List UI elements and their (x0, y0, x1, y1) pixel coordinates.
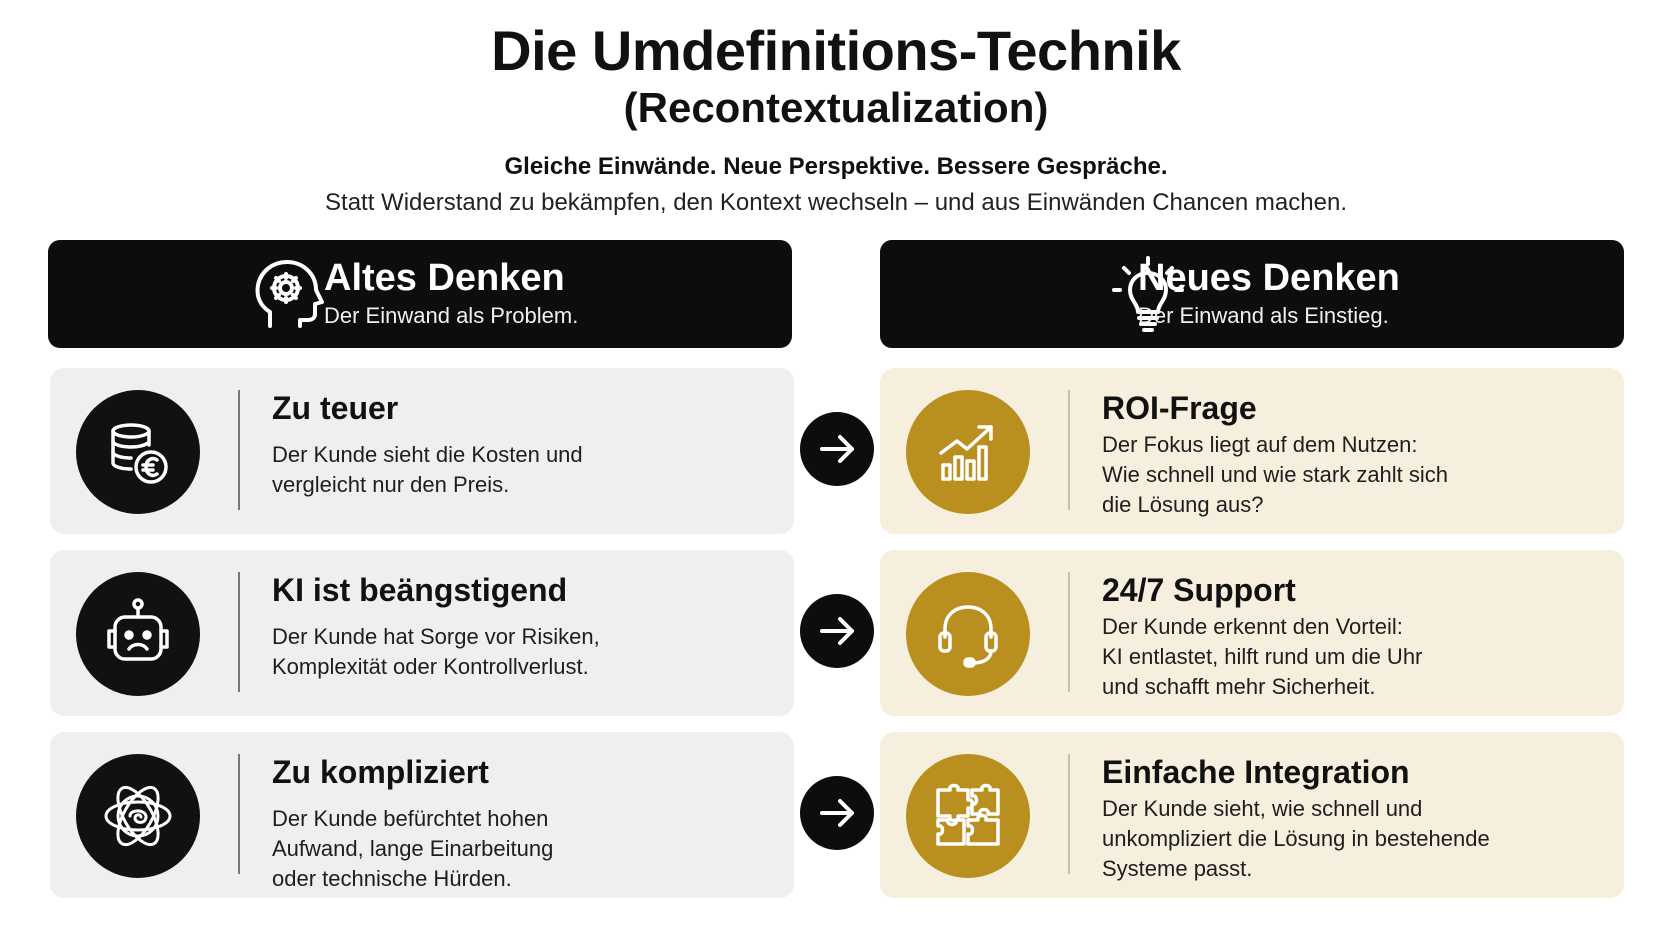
head-gear-icon (255, 260, 324, 328)
page-subtitle: (Recontextualization) (623, 84, 1049, 131)
old-card-ai-scary: KI ist beängstigend Der Kunde hat Sorge … (50, 550, 794, 716)
old-thinking-header: Altes Denken Der Einwand als Problem. (48, 240, 792, 348)
page-title: Die Umdefinitions-Technik (491, 19, 1181, 82)
growth-chart-icon (939, 425, 993, 481)
puzzle-icon (936, 783, 1000, 846)
card-description: Der Kunde sieht, wie schnell und unkompl… (1102, 796, 1490, 881)
card-description: Der Kunde sieht die Kosten und vergleich… (272, 442, 583, 497)
card-description: Der Kunde hat Sorge vor Risiken, Komplex… (272, 624, 600, 679)
new-card-integration: Einfache Integration Der Kunde sieht, wi… (880, 732, 1624, 898)
card-title: Einfache Integration (1102, 754, 1410, 790)
card-title: Zu kompliziert (272, 754, 489, 790)
old-card-complicated: Zu kompliziert Der Kunde befürchtet hohe… (50, 732, 794, 898)
tangle-icon (104, 785, 172, 847)
card-title: Zu teuer (272, 390, 399, 426)
new-thinking-title: Neues Denken (1138, 257, 1400, 299)
tagline: Gleiche Einwände. Neue Perspektive. Bess… (504, 153, 1168, 180)
new-thinking-header: Neues Denken Der Einwand als Einstieg. (880, 240, 1624, 348)
lead-text: Statt Widerstand zu bekämpfen, den Konte… (325, 189, 1347, 216)
card-description: Der Fokus liegt auf dem Nutzen: Wie schn… (1102, 432, 1449, 517)
card-title: KI ist beängstigend (272, 572, 568, 608)
arrow-right-icon (800, 776, 874, 850)
new-card-support: 24/7 Support Der Kunde erkennt den Vorte… (880, 550, 1624, 716)
card-title: 24/7 Support (1102, 572, 1296, 608)
old-thinking-subtitle: Der Einwand als Problem. (324, 303, 579, 328)
headset-icon (938, 605, 998, 668)
card-title: ROI-Frage (1102, 390, 1257, 426)
arrow-right-icon (800, 412, 874, 486)
new-card-roi: ROI-Frage Der Fokus liegt auf dem Nutzen… (880, 368, 1624, 534)
card-description: Der Kunde erkennt den Vorteil: KI entlas… (1102, 614, 1423, 699)
sad-robot-icon (107, 598, 169, 661)
card-description: Der Kunde befürchtet hohen Aufwand, lang… (272, 806, 554, 891)
lightbulb-icon (1112, 256, 1184, 332)
old-card-expensive: Zu teuer Der Kunde sieht die Kosten und … (50, 368, 794, 534)
new-thinking-subtitle: Der Einwand als Einstieg. (1138, 303, 1389, 328)
coins-euro-icon (111, 423, 168, 484)
arrow-right-icon (800, 594, 874, 668)
old-thinking-title: Altes Denken (324, 257, 565, 299)
